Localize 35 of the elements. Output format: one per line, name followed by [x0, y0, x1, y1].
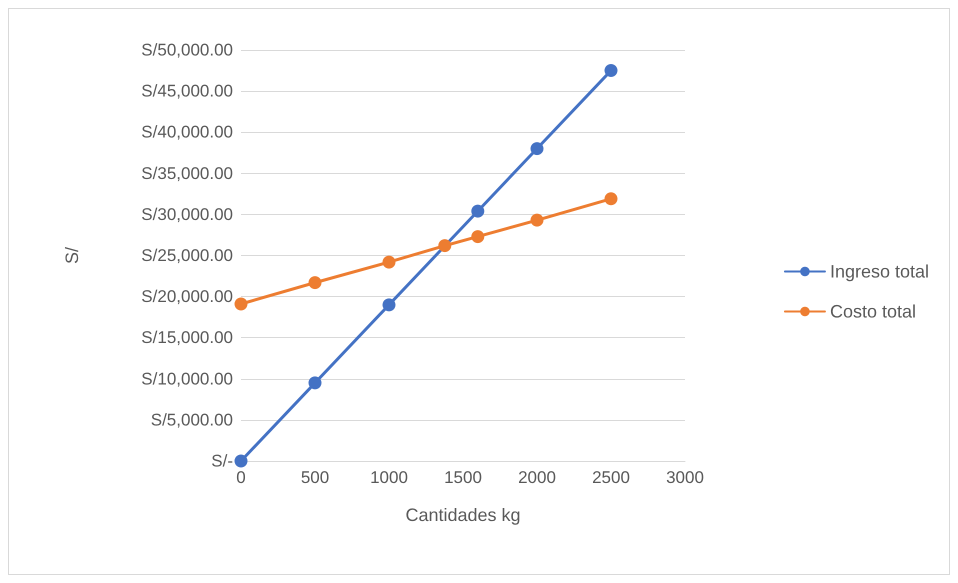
y-axis-title: S/	[62, 246, 82, 264]
y-tick-label: S/25,000.00	[141, 246, 233, 265]
x-tick-label: 3000	[666, 468, 704, 487]
x-tick-label: 1000	[370, 468, 408, 487]
point	[382, 256, 396, 269]
point	[471, 204, 484, 218]
point	[530, 142, 544, 156]
point	[471, 230, 484, 244]
y-tick-label: S/15,000.00	[141, 328, 233, 348]
x-tick-label: 2500	[592, 468, 630, 487]
point	[308, 376, 322, 390]
x-tick-label: 0	[236, 468, 246, 487]
legend-label: Costo total	[830, 302, 916, 322]
y-tick-label: S/20,000.00	[141, 287, 233, 306]
x-tick-label: 2000	[518, 468, 556, 487]
point	[308, 276, 322, 290]
point	[382, 298, 396, 312]
point	[234, 298, 248, 310]
y-tick-label: S/30,000.00	[141, 204, 233, 224]
x-tick-label: 500	[300, 468, 330, 487]
y-tick-label: S/50,000.00	[141, 40, 233, 60]
y-tick-label: S/45,000.00	[141, 82, 233, 101]
y-tick-label: S/5,000.00	[150, 410, 233, 430]
y-tick-label: S/-	[211, 452, 233, 470]
point	[234, 454, 248, 468]
x-axis-title: Cantidades kg	[405, 505, 521, 525]
y-tick-label: S/40,000.00	[141, 122, 233, 142]
point	[604, 192, 618, 206]
point	[438, 239, 452, 252]
point	[604, 64, 618, 78]
point	[530, 214, 544, 227]
legend-label: Ingreso total	[830, 262, 929, 282]
x-tick-label: 1500	[444, 468, 482, 487]
y-tick-label: S/35,000.00	[141, 164, 233, 183]
y-tick-label: S/10,000.00	[141, 369, 233, 388]
